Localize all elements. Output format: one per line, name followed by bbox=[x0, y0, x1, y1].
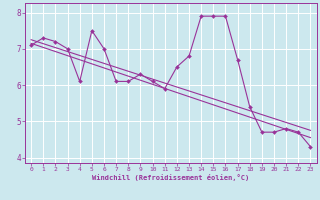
X-axis label: Windchill (Refroidissement éolien,°C): Windchill (Refroidissement éolien,°C) bbox=[92, 174, 249, 181]
